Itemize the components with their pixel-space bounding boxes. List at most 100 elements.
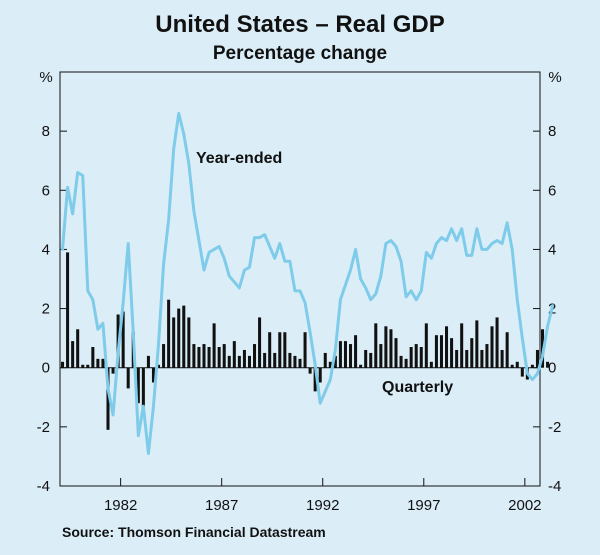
quarterly-bar <box>253 344 257 368</box>
y-tick-label-right: 4 <box>548 241 556 258</box>
quarterly-bar <box>283 332 287 368</box>
quarterly-bar <box>505 332 509 368</box>
quarterly-bar <box>263 352 267 368</box>
quarterly-bar <box>439 335 443 368</box>
quarterly-bar <box>490 326 494 368</box>
y-tick-label-right: 8 <box>548 123 556 140</box>
chart-subtitle: Percentage change <box>213 43 387 64</box>
source-note: Source: Thomson Financial Datastream <box>62 524 326 540</box>
quarterly-bar <box>404 358 408 368</box>
quarterly-bar <box>349 344 353 368</box>
y-tick-label-left: 6 <box>42 182 50 199</box>
quarterly-bar <box>520 367 524 377</box>
year-ended-line <box>61 111 555 455</box>
quarterly-bar <box>409 347 413 368</box>
quarterly-bar <box>151 367 155 383</box>
y-unit-right: % <box>548 69 561 86</box>
quarterly-bar <box>369 352 373 368</box>
quarterly-bar <box>515 361 519 368</box>
quarterly-bar <box>450 338 454 368</box>
quarterly-bar <box>202 344 206 368</box>
quarterly-bar <box>177 308 181 368</box>
quarterly-bar <box>485 344 489 368</box>
quarterly-bar <box>313 367 317 392</box>
chart-title: United States – Real GDP <box>155 11 444 38</box>
y-unit-left: % <box>39 69 52 86</box>
quarterly-bar <box>86 364 90 368</box>
quarterly-bar <box>414 344 418 368</box>
quarterly-bar <box>61 361 65 368</box>
quarterly-bar <box>470 338 474 368</box>
y-tick-label-left: 8 <box>42 123 50 140</box>
x-tick-label: 2002 <box>508 497 541 514</box>
quarterly-bar <box>384 326 388 368</box>
annotation-quarterly: Quarterly <box>382 379 453 396</box>
quarterly-bar <box>424 323 428 368</box>
quarterly-bar <box>141 367 145 410</box>
annotation-year-ended: Year-ended <box>196 150 282 167</box>
quarterly-bar <box>379 344 383 368</box>
y-tick-label-left: -2 <box>37 419 50 436</box>
quarterly-bar <box>374 323 378 368</box>
quarterly-bar <box>258 317 262 368</box>
y-tick-label-right: 6 <box>548 182 556 199</box>
quarterly-bar <box>429 361 433 368</box>
y-axis-ticks: 8 86 64 42 20 0-2 -2-4 -4 <box>37 123 562 495</box>
quarterly-bar <box>530 364 534 368</box>
quarterly-bar <box>101 358 105 368</box>
quarterly-bar <box>111 367 115 374</box>
plot-frame <box>59 71 541 487</box>
y-tick-label-right: -2 <box>548 419 561 436</box>
x-tick-label: 1982 <box>104 497 137 514</box>
quarterly-bar <box>480 349 484 368</box>
quarterly-bar <box>328 361 332 368</box>
quarterly-bar <box>460 323 464 368</box>
quarterly-bar <box>510 364 514 368</box>
quarterly-bar <box>465 349 469 368</box>
quarterly-bar <box>106 367 110 430</box>
quarterly-bar <box>535 349 539 368</box>
quarterly-bar <box>500 349 504 368</box>
quarterly-bar <box>343 341 347 368</box>
quarterly-bar <box>247 355 251 368</box>
y-tick-label-left: 4 <box>42 241 50 258</box>
quarterly-bar <box>242 349 246 368</box>
year-ended-line-group <box>61 111 555 455</box>
x-tick-label: 1997 <box>407 497 440 514</box>
y-tick-label-right: 0 <box>548 360 556 377</box>
quarterly-bar <box>227 355 231 368</box>
quarterly-bar <box>76 329 80 368</box>
quarterly-bar <box>333 355 337 368</box>
quarterly-bar <box>293 355 297 368</box>
quarterly-bar <box>91 347 95 368</box>
quarterly-bar <box>278 332 282 368</box>
quarterly-bar <box>394 338 398 368</box>
quarterly-bar <box>364 349 368 368</box>
quarterly-bar <box>354 335 358 368</box>
quarterly-bar <box>399 355 403 368</box>
quarterly-bar <box>445 326 449 368</box>
quarterly-bar <box>167 299 171 368</box>
quarterly-bar <box>232 341 236 368</box>
quarterly-bar <box>303 332 307 368</box>
quarterly-bar <box>162 344 166 368</box>
quarterly-bar <box>288 352 292 368</box>
quarterly-bar <box>546 361 550 368</box>
quarterly-bar <box>197 347 201 368</box>
y-tick-label-left: 2 <box>42 301 50 318</box>
quarterly-bar <box>359 364 363 368</box>
quarterly-bar <box>495 317 499 368</box>
quarterly-bar <box>182 305 186 368</box>
x-tick-label: 1987 <box>205 497 238 514</box>
x-tick-label: 1992 <box>306 497 339 514</box>
quarterly-bar <box>136 367 140 404</box>
quarterly-bar <box>81 364 85 368</box>
quarterly-bar <box>222 344 226 368</box>
quarterly-bar <box>187 317 191 368</box>
quarterly-bar <box>217 347 221 368</box>
quarterly-bar <box>308 367 312 374</box>
x-axis-ticks: 1982 1987 1992 1997 2002 <box>104 478 542 514</box>
quarterly-bar <box>157 364 161 368</box>
